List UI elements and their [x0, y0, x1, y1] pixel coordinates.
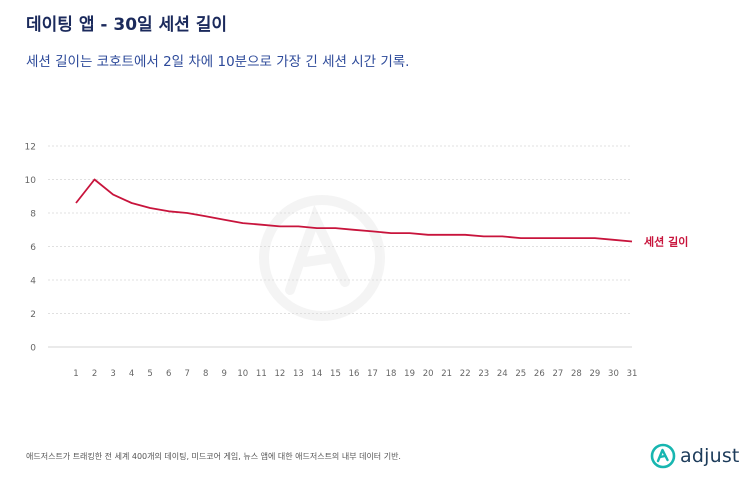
y-tick-label: 6	[30, 243, 36, 253]
x-tick-label: 25	[515, 369, 526, 379]
x-tick-label: 6	[166, 369, 171, 379]
adjust-logo-icon	[650, 443, 676, 469]
x-tick-label: 23	[478, 369, 489, 379]
x-tick-label: 5	[147, 369, 152, 379]
adjust-logo: adjust	[650, 443, 740, 469]
chart-title: 데이팅 앱 - 30일 세션 길이	[26, 15, 228, 35]
x-tick-label: 24	[497, 369, 508, 379]
x-tick-label: 29	[590, 369, 601, 379]
x-tick-label: 10	[237, 369, 248, 379]
x-tick-label: 14	[312, 369, 323, 379]
x-tick-label: 9	[222, 369, 227, 379]
x-tick-label: 20	[423, 369, 434, 379]
x-tick-label: 16	[349, 369, 360, 379]
x-tick-label: 2	[92, 369, 97, 379]
footnote: 애드저스트가 트래킹한 전 세계 400개의 데이팅, 미드코어 게임, 뉴스 …	[26, 452, 401, 461]
chart-subtitle: 세션 길이는 코호트에서 2일 차에 10분으로 가장 긴 세션 시간 기록.	[26, 54, 410, 70]
x-tick-label: 22	[460, 369, 471, 379]
x-tick-label: 31	[627, 369, 638, 379]
y-tick-label: 2	[30, 310, 36, 320]
series-line-session-length	[75, 178, 633, 243]
adjust-logo-text: adjust	[680, 445, 740, 467]
x-tick-label: 4	[129, 369, 134, 379]
watermark-logo	[259, 195, 385, 321]
x-tick-label: 18	[386, 369, 397, 379]
x-tick-label: 19	[404, 369, 415, 379]
x-tick-label: 1	[73, 369, 78, 379]
y-tick-label: 0	[30, 344, 36, 354]
x-tick-label: 17	[367, 369, 378, 379]
x-tick-label: 13	[293, 369, 304, 379]
x-axis-labels: 1 2 3 4 5 6 7 8 9 10 11 12 13 14 15 16 17 18 19 20 21 22 23 24 2…	[73, 369, 637, 379]
y-tick-label: 10	[25, 176, 37, 186]
x-tick-label: 27	[552, 369, 563, 379]
x-tick-label: 26	[534, 369, 545, 379]
y-tick-label: 4	[30, 277, 36, 287]
x-tick-label: 11	[256, 369, 267, 379]
x-tick-label: 15	[330, 369, 341, 379]
x-tick-label: 30	[608, 369, 619, 379]
x-tick-label: 12	[274, 369, 285, 379]
x-tick-label: 28	[571, 369, 582, 379]
x-tick-label: 21	[441, 369, 452, 379]
y-axis-labels: 0 2 4 6 8 10 12	[25, 143, 37, 354]
x-tick-label: 3	[110, 369, 115, 379]
y-tick-label: 12	[25, 143, 36, 153]
x-tick-label: 8	[203, 369, 208, 379]
series-label: 세션 길이	[644, 234, 688, 248]
x-tick-label: 7	[184, 369, 189, 379]
gridlines	[48, 145, 632, 348]
y-tick-label: 8	[30, 210, 36, 220]
